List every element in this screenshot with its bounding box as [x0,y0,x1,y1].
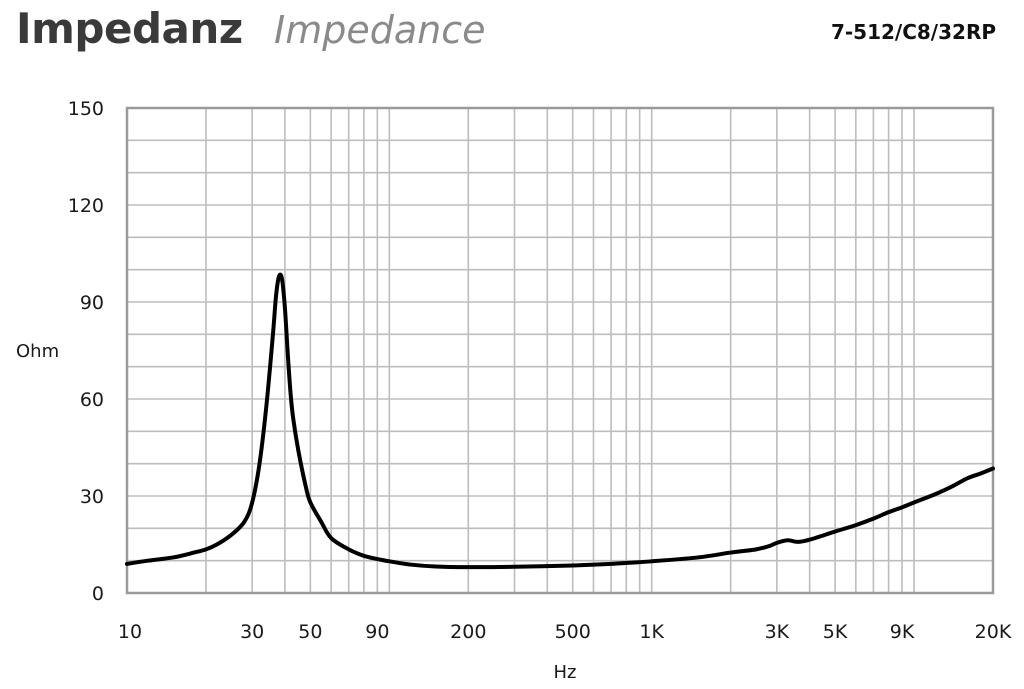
y-tick-label: 150 [68,98,104,120]
plot-border [125,106,995,595]
grid-major [127,139,993,562]
y-tick-label: 60 [80,389,104,411]
x-tick-label: 1K [639,621,664,643]
grid-minor [205,108,915,593]
plot-frame [125,106,995,595]
x-tick-label: 10 [118,621,142,643]
y-tick-label: 0 [92,583,104,605]
x-tick-label: 5K [823,621,848,643]
x-tick-labels: 10 30 50 90 200 500 1K 3K 5K 9K 20K [118,621,1012,643]
impedance-curve [125,272,995,570]
x-tick-label: 90 [365,621,389,643]
model-number: 7-512/C8/32RP [830,20,996,44]
x-tick-label: 30 [240,621,264,643]
page-title-english: Impedance [274,8,486,52]
page-title-german: Impedanz [16,4,243,53]
x-tick-label: 500 [555,621,591,643]
y-tick-label: 30 [80,486,104,508]
y-tick-labels: 0 30 60 90 120 150 [68,98,104,605]
x-tick-label: 3K [765,621,790,643]
x-tick-label: 20K [975,621,1012,643]
y-axis-label: Ohm [16,341,59,362]
x-tick-label: 50 [298,621,322,643]
x-tick-label: 9K [890,621,915,643]
y-tick-label: 120 [68,195,104,217]
impedance-curve-group [125,272,995,570]
x-axis-label: Hz [554,662,577,683]
x-tick-label: 200 [450,621,486,643]
y-tick-label: 90 [80,292,104,314]
